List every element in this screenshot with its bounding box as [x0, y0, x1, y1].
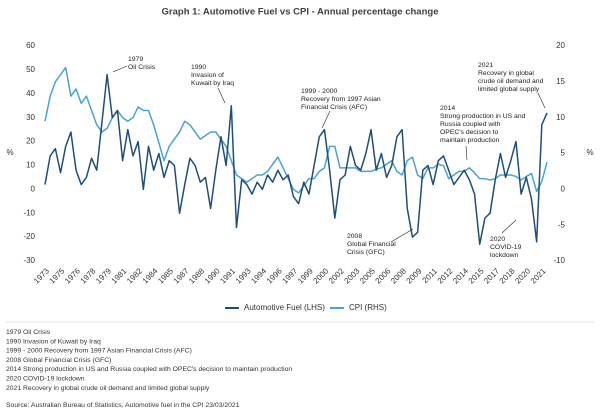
annotation: 2020 [490, 236, 505, 243]
x-tick-label: 2021 [529, 266, 548, 285]
y-axis-label: % [6, 148, 13, 157]
x-tick-label: 1991 [218, 266, 237, 285]
annotation: Crisis (GFC) [347, 249, 385, 256]
x-tick-label: 1988 [187, 266, 206, 285]
y2-tick-label: -5 [558, 220, 566, 229]
y-tick-label: -10 [23, 208, 35, 217]
y2-tick-label: 20 [556, 41, 565, 50]
x-tick-label: 1990 [203, 266, 222, 285]
annotation-arrow [112, 65, 128, 73]
annotation: Strong production in US and [440, 113, 526, 120]
annotation: 2021 [478, 62, 493, 69]
annotation: crude oil demand and [478, 78, 544, 85]
x-tick-label: 1979 [94, 266, 113, 285]
y-tick-label: 20 [26, 137, 35, 146]
annotation: maintain production [440, 137, 500, 144]
y2-tick-label: 0 [561, 184, 566, 193]
annotation-arrow [321, 110, 331, 129]
legend-label: CPI (RHS) [349, 303, 387, 312]
x-tick-label: 2002 [327, 266, 346, 285]
note: 1999 - 2000 Recovery from 1997 Asian Fin… [6, 348, 192, 355]
annotation: Financial Crisis (AFC) [301, 104, 367, 111]
x-tick-label: 1987 [172, 266, 191, 285]
y-tick-label: 60 [26, 41, 35, 50]
annotation: COVID-19 [490, 244, 522, 251]
y2-tick-label: 10 [556, 113, 565, 122]
annotation: Kuwait by Iraq [191, 80, 234, 87]
annotation-arrow [537, 92, 546, 109]
annotation: Global Financial [347, 241, 396, 248]
x-tick-label: 1981 [110, 266, 129, 285]
x-tick-label: 1996 [265, 266, 284, 285]
note: 1979 Oil Crisis [6, 329, 51, 336]
x-tick-label: 2018 [498, 266, 517, 285]
annotation-arrow [390, 228, 414, 243]
x-tick-label: 2006 [374, 266, 393, 285]
chart-title: Graph 1: Automotive Fuel vs CPI - Annual… [162, 7, 439, 18]
y2-tick-label: 5 [561, 149, 566, 158]
annotation-arrow [465, 145, 468, 161]
y-tick-label: 10 [26, 161, 35, 170]
x-tick-label: 1976 [63, 266, 82, 285]
annotation: OPEC's decision to [440, 129, 499, 136]
annotation: Russia coupled with [440, 121, 501, 128]
note: 2008 Global Financial Crisis (GFC) [6, 357, 111, 364]
legend-label: Automotive Fuel (LHS) [244, 303, 325, 312]
annotation: Recovery in global [478, 70, 534, 77]
x-tick-label: 1994 [249, 266, 268, 285]
x-tick-label: 2017 [482, 266, 501, 285]
note: 2014 Strong production in US and Russia … [6, 366, 292, 373]
x-tick-label: 2015 [467, 266, 486, 285]
x-tick-label: 1973 [32, 266, 51, 285]
y2-tick-label: -10 [553, 256, 565, 265]
x-tick-label: 2009 [405, 266, 424, 285]
y-tick-label: 0 [31, 184, 36, 193]
annotation-arrow [217, 87, 226, 104]
y-tick-label: -20 [23, 232, 35, 241]
annotation: 1990 [191, 64, 206, 71]
note: 1990 Invasion of Kuwait by Iraq [6, 338, 101, 345]
y-tick-label: 40 [26, 89, 35, 98]
annotation-arrow [501, 219, 517, 234]
x-tick-label: 1999 [296, 266, 315, 285]
annotation: Oil Crisis [128, 64, 156, 71]
series-line [44, 73, 548, 246]
x-tick-label: 2014 [451, 266, 470, 285]
annotation: Invasion of [191, 72, 224, 79]
x-tick-label: 2020 [513, 266, 532, 285]
y2-tick-label: 15 [556, 77, 565, 86]
x-tick-label: 1982 [125, 266, 144, 285]
annotation: 2008 [347, 233, 362, 240]
x-tick-label: 2003 [342, 266, 361, 285]
note: 2021 Recovery in global crude oil demand… [6, 385, 210, 392]
y-tick-label: -30 [23, 256, 35, 265]
annotation: 2014 [440, 105, 455, 112]
x-tick-label: 1997 [280, 266, 299, 285]
source: Source: Australian Bureau of Statistics,… [6, 402, 240, 409]
note: 2020 COVID-19 lockdown [6, 376, 85, 383]
x-tick-label: 1993 [234, 266, 253, 285]
y-tick-label: 30 [26, 113, 35, 122]
annotation: lockdown [490, 252, 519, 259]
annotation: 1979 [128, 56, 143, 63]
x-tick-label: 1978 [79, 266, 98, 285]
x-tick-label: 2011 [421, 266, 440, 285]
x-tick-label: 2005 [358, 266, 377, 285]
x-tick-label: 1984 [141, 266, 160, 285]
x-tick-label: 2012 [436, 266, 455, 285]
y2-axis-label: % [586, 148, 593, 157]
y-tick-label: 50 [26, 65, 35, 74]
annotation: 1999 - 2000 [301, 88, 338, 95]
x-tick-label: 2000 [311, 266, 330, 285]
x-tick-label: 1975 [47, 266, 66, 285]
annotation: Recovery from 1997 Asian [301, 96, 381, 103]
x-tick-label: 1985 [156, 266, 175, 285]
x-tick-label: 2008 [389, 266, 408, 285]
annotation: limited global supply [478, 86, 540, 93]
